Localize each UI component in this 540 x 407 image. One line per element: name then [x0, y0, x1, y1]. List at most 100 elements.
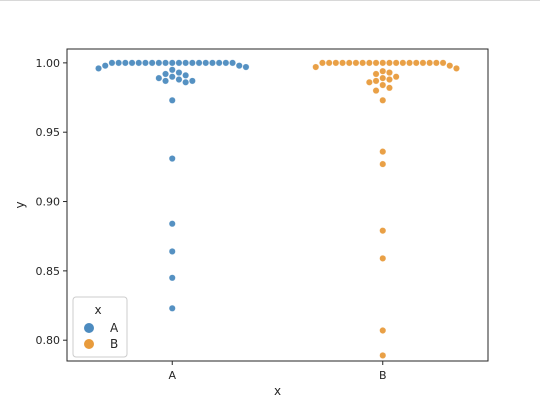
data-point-b: [372, 77, 380, 85]
plot-area: [66, 48, 489, 362]
y-tick-label: 1.00: [36, 57, 61, 70]
data-point-a: [209, 59, 216, 67]
data-point-b: [412, 59, 420, 67]
data-point-b: [352, 59, 360, 67]
data-point-b: [392, 73, 400, 81]
data-point-a: [162, 59, 169, 67]
legend-label-a: A: [110, 321, 119, 335]
window-top-border: [0, 0, 540, 1]
data-point-a: [175, 69, 183, 76]
data-point-b: [379, 148, 387, 155]
data-point-b: [379, 352, 387, 359]
data-point-a: [115, 59, 123, 67]
legend: x A B: [72, 296, 128, 358]
data-point-b: [386, 76, 393, 83]
legend-label-b: B: [110, 337, 118, 351]
data-point-b: [365, 59, 373, 67]
data-point-a: [175, 59, 183, 67]
data-point-a: [168, 66, 176, 74]
data-point-a: [108, 59, 116, 67]
data-point-b: [312, 63, 320, 71]
y-axis-label: y: [13, 201, 27, 208]
data-point-a: [195, 59, 203, 67]
data-point-a: [135, 59, 143, 67]
data-point-a: [122, 59, 129, 67]
data-point-a: [155, 74, 163, 82]
data-point-a: [202, 59, 210, 67]
data-point-b: [392, 59, 400, 67]
data-point-b: [419, 59, 427, 67]
data-point-b: [426, 59, 433, 67]
data-point-b: [372, 87, 380, 94]
data-point-b: [379, 255, 387, 262]
data-point-a: [155, 59, 163, 67]
data-point-a: [162, 70, 169, 78]
data-point-b: [446, 62, 454, 69]
data-point-b: [359, 59, 366, 67]
data-point-a: [148, 59, 156, 67]
data-point-a: [222, 59, 230, 67]
data-point-a: [242, 63, 250, 71]
legend-marker-a: [84, 323, 94, 333]
data-point-a: [215, 59, 223, 67]
data-point-b: [365, 78, 373, 86]
data-point-a: [101, 62, 109, 69]
data-point-b: [345, 59, 353, 67]
data-point-b: [432, 59, 440, 67]
data-point-a: [168, 304, 176, 312]
x-tick-label: A: [168, 369, 176, 382]
y-axis: 0.80 0.85 0.90 0.95 1.00: [36, 57, 67, 347]
data-point-a: [168, 59, 176, 67]
data-point-b: [386, 84, 393, 92]
data-point-b: [319, 59, 326, 67]
data-point-a: [168, 73, 176, 81]
data-point-b: [332, 59, 340, 67]
data-point-a: [189, 77, 196, 85]
data-point-b: [325, 59, 333, 67]
data-point-b: [379, 227, 387, 234]
data-point-b: [379, 67, 387, 75]
data-point-b: [379, 160, 387, 168]
data-point-a: [182, 78, 189, 86]
data-point-a: [168, 274, 176, 282]
data-point-b: [439, 59, 447, 67]
data-point-b: [379, 74, 387, 82]
data-point-a: [229, 59, 236, 67]
data-point-b: [372, 59, 380, 67]
data-point-b: [379, 59, 387, 67]
data-point-b: [372, 70, 380, 78]
data-point-a: [189, 59, 196, 67]
y-tick-label: 0.90: [36, 196, 61, 209]
legend-marker-b: [84, 339, 94, 349]
y-tick-label: 0.85: [36, 265, 61, 278]
data-point-a: [182, 59, 189, 67]
data-point-a: [182, 72, 189, 79]
data-point-a: [168, 248, 176, 255]
x-axis-label: x: [274, 384, 281, 398]
data-point-a: [168, 220, 176, 228]
data-point-a: [175, 76, 183, 83]
data-point-b: [386, 59, 393, 67]
data-points: [95, 59, 460, 359]
legend-title: x: [94, 303, 101, 317]
data-point-a: [162, 77, 169, 85]
data-point-b: [399, 59, 407, 67]
data-point-a: [128, 59, 136, 67]
data-point-b: [453, 65, 460, 72]
data-point-b: [379, 81, 387, 89]
x-tick-label: B: [379, 369, 387, 382]
data-point-a: [95, 65, 102, 72]
data-point-b: [386, 69, 393, 76]
data-point-a: [235, 62, 243, 69]
data-point-b: [379, 327, 387, 334]
y-tick-label: 0.80: [36, 334, 61, 347]
y-tick-label: 0.95: [36, 126, 61, 139]
data-point-a: [168, 155, 176, 162]
data-point-b: [339, 59, 346, 67]
data-point-a: [168, 96, 176, 104]
data-point-a: [142, 59, 149, 67]
data-point-b: [379, 96, 387, 104]
data-point-b: [406, 59, 413, 67]
